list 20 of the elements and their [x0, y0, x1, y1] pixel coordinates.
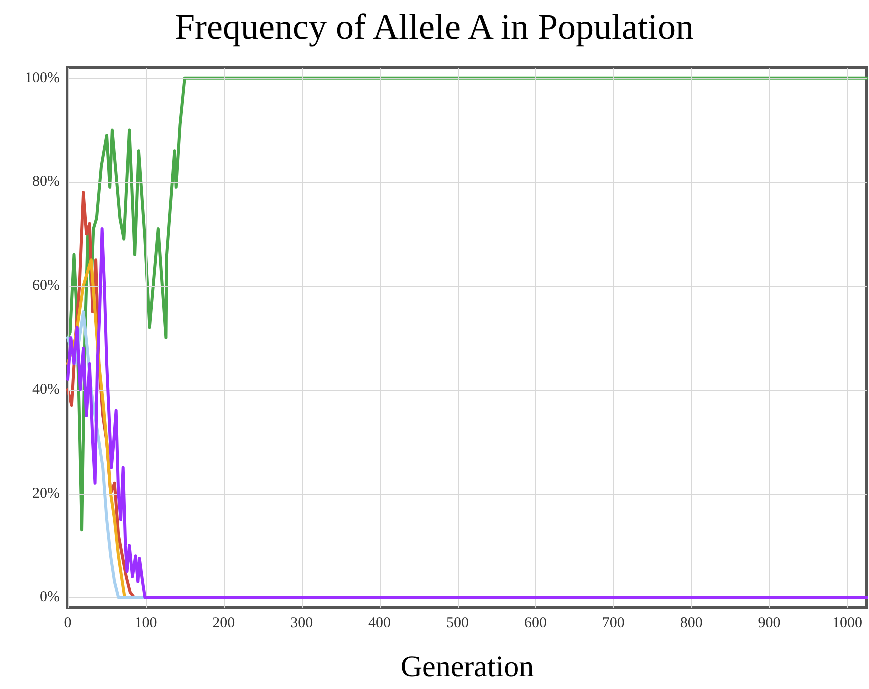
y-tick-label: 40%: [32, 382, 60, 398]
x-tick-label: 800: [680, 616, 703, 632]
x-tick-label: 200: [212, 616, 236, 632]
x-tick-label: 100: [134, 616, 158, 632]
x-tick-label: 700: [602, 616, 625, 632]
x-tick-label: 300: [290, 616, 314, 632]
x-tick-label: 600: [524, 616, 547, 632]
x-tick-label: 900: [758, 616, 781, 632]
chart-title: Frequency of Allele A in Population: [175, 7, 694, 47]
x-axis-title: Generation: [400, 650, 534, 684]
x-tick-label: 0: [64, 616, 72, 632]
y-tick-label: 60%: [32, 278, 60, 294]
y-tick-label: 0%: [40, 590, 60, 606]
x-tick-label: 400: [368, 616, 392, 632]
y-tick-label: 100%: [25, 70, 60, 86]
x-tick-label: 500: [446, 616, 470, 632]
y-tick-label: 20%: [32, 486, 60, 502]
line-series: [66, 76, 868, 532]
y-tick-label: 80%: [32, 174, 60, 190]
x-tick-label: 1000: [832, 616, 863, 632]
